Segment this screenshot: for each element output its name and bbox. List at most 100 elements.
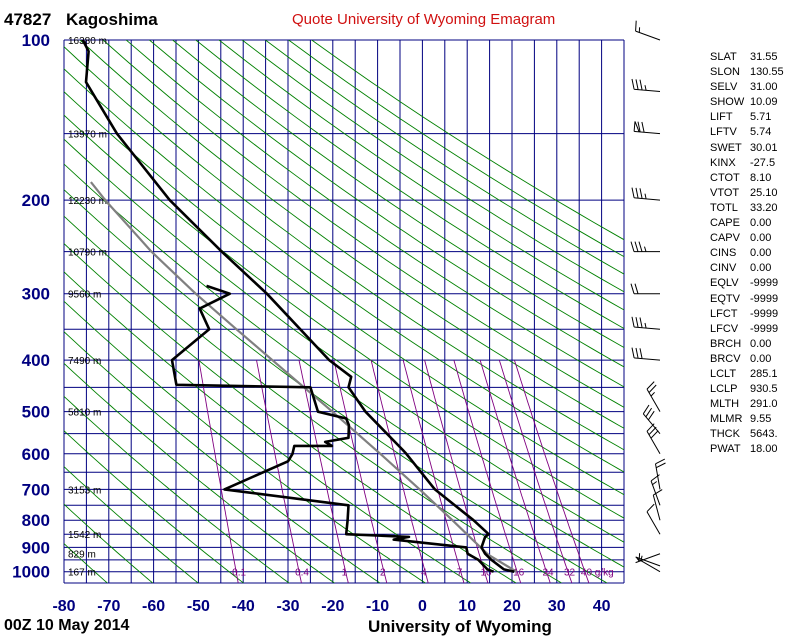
index-value: 5.71 xyxy=(750,111,772,124)
index-value: 31.55 xyxy=(750,51,778,63)
mixing-ratio-line xyxy=(453,359,522,583)
height-label: 7490 m xyxy=(68,356,101,367)
temperature-tick-label: 30 xyxy=(548,598,566,615)
mixing-ratio-label: 1 xyxy=(342,568,348,579)
stability-indices-table: SLAT 31.55 SLON 130.55 SELV 31.00 SHOW 10.09 LIF… xyxy=(710,50,798,458)
mixing-ratio-label: 0.4 xyxy=(295,568,309,579)
index-row: KINX -27.5 xyxy=(710,156,798,171)
temperature-tick-label: -50 xyxy=(187,598,210,615)
index-key: THCK xyxy=(710,428,740,441)
dry-adiabat-line xyxy=(64,138,624,543)
dry-adiabat-line xyxy=(64,91,624,496)
index-key: BRCH xyxy=(710,337,742,350)
dry-adiabat-line xyxy=(64,430,244,583)
temperature-tick-label: -80 xyxy=(52,598,75,615)
dry-adiabat-line xyxy=(64,271,471,583)
index-value: 5643. xyxy=(750,428,778,441)
index-row: LCLP 930.5 xyxy=(710,382,798,397)
mixing-ratio-label: 40 g/kg xyxy=(581,568,614,579)
index-value: 9.55 xyxy=(750,413,772,426)
wind-barb xyxy=(630,283,661,295)
index-value: 30.01 xyxy=(750,141,778,154)
height-label: 12230 m xyxy=(68,196,107,207)
wind-barb xyxy=(646,423,661,455)
mixing-ratio-label: 7 xyxy=(457,568,463,579)
mixing-ratio-line xyxy=(498,359,573,583)
wind-barb xyxy=(633,121,661,135)
index-row: VTOT 25.10 xyxy=(710,186,798,201)
index-row: CAPE 0.00 xyxy=(710,216,798,231)
wind-barb xyxy=(635,553,661,567)
dry-adiabat-line xyxy=(79,40,624,429)
height-label: 1542 m xyxy=(68,530,101,541)
mixing-ratio-line xyxy=(298,360,349,583)
pressure-tick-label: 500 xyxy=(22,403,50,422)
index-value: 130.55 xyxy=(750,66,784,79)
index-row: THCK 5643. xyxy=(710,427,798,442)
mixing-ratio-line xyxy=(370,359,429,583)
dry-adiabat-line xyxy=(195,40,624,330)
index-key: PWAT xyxy=(710,443,741,456)
mixing-ratio-label: 10 xyxy=(480,568,492,579)
mixing-ratio-label: 2 xyxy=(380,568,386,579)
index-key: CTOT xyxy=(710,171,740,184)
dry-adiabat-line xyxy=(64,503,153,583)
mixing-ratio-label: 0.1 xyxy=(232,568,246,579)
index-row: CINV 0.00 xyxy=(710,261,798,276)
index-key: LIFT xyxy=(710,111,733,124)
wind-barb xyxy=(655,458,666,490)
index-key: SLON xyxy=(710,66,740,79)
wind-barb xyxy=(646,503,661,535)
pressure-tick-label: 700 xyxy=(22,480,50,499)
dewpoint-profile xyxy=(170,284,495,573)
index-key: MLTH xyxy=(710,398,740,411)
station-name: Kagoshima xyxy=(66,10,158,29)
index-key: CINS xyxy=(710,247,737,260)
dry-adiabat-line xyxy=(64,46,624,451)
index-key: CAPV xyxy=(710,232,740,245)
height-label: 3153 m xyxy=(68,485,101,496)
station-header: 47827 Kagoshima xyxy=(4,10,158,30)
mixing-ratio-line xyxy=(333,359,388,583)
index-key: MLMR xyxy=(710,413,743,426)
index-value: 0.00 xyxy=(750,337,772,350)
index-key: VTOT xyxy=(710,186,740,199)
index-value: 31.00 xyxy=(750,81,778,94)
index-row: MLTH 291.0 xyxy=(710,397,798,412)
height-label: 9560 m xyxy=(68,290,101,301)
data-source: University of Wyoming xyxy=(368,617,552,636)
dry-adiabat-line xyxy=(102,40,624,408)
index-value: 0.00 xyxy=(750,262,772,275)
mixing-ratio-label: 16 xyxy=(513,568,525,579)
index-value: -9999 xyxy=(750,322,779,335)
dry-adiabat-line xyxy=(125,40,624,388)
pressure-tick-label: 100 xyxy=(22,31,50,50)
mixing-ratio-label: 4 xyxy=(421,568,427,579)
temperature-tick-label: 40 xyxy=(593,598,611,615)
temperature-tick-label: -60 xyxy=(142,598,165,615)
index-key: EQLV xyxy=(710,277,739,290)
dry-adiabat-line xyxy=(64,242,517,583)
chart-title: Quote University of Wyoming Emagram xyxy=(292,11,556,28)
mixing-ratio-line xyxy=(513,359,590,583)
index-row: SLAT 31.55 xyxy=(710,50,798,65)
observation-time: 00Z 10 May 2014 xyxy=(4,617,130,634)
dry-adiabat-line xyxy=(241,40,624,293)
index-value: -9999 xyxy=(750,277,779,290)
index-key: CINV xyxy=(710,262,737,275)
dry-adiabat-line xyxy=(64,331,381,583)
dry-adiabat-line xyxy=(265,40,624,275)
index-value: 5.74 xyxy=(750,126,772,139)
temperature-profile xyxy=(81,40,515,573)
dry-adiabat-line xyxy=(64,189,608,583)
wind-barb xyxy=(652,489,663,521)
pressure-tick-label: 300 xyxy=(22,285,50,304)
index-row: SLON 130.55 xyxy=(710,65,798,80)
index-key: SWET xyxy=(710,141,742,154)
index-row: BRCV 0.00 xyxy=(710,352,798,367)
mixing-ratio-label: 32 xyxy=(564,568,576,579)
index-row: PWAT 18.00 xyxy=(710,442,798,457)
index-row: LFTV 5.74 xyxy=(710,125,798,140)
pressure-tick-label: 600 xyxy=(22,445,50,464)
